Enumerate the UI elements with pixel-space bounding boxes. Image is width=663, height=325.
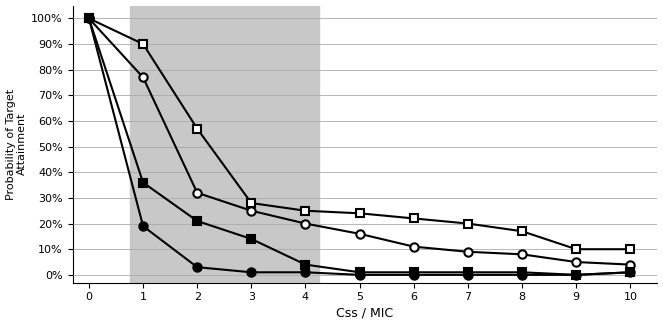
X-axis label: Css / MIC: Css / MIC: [337, 306, 394, 319]
Bar: [129, 6, 319, 282]
Y-axis label: Probability of Target
Attainment: Probability of Target Attainment: [5, 88, 27, 200]
